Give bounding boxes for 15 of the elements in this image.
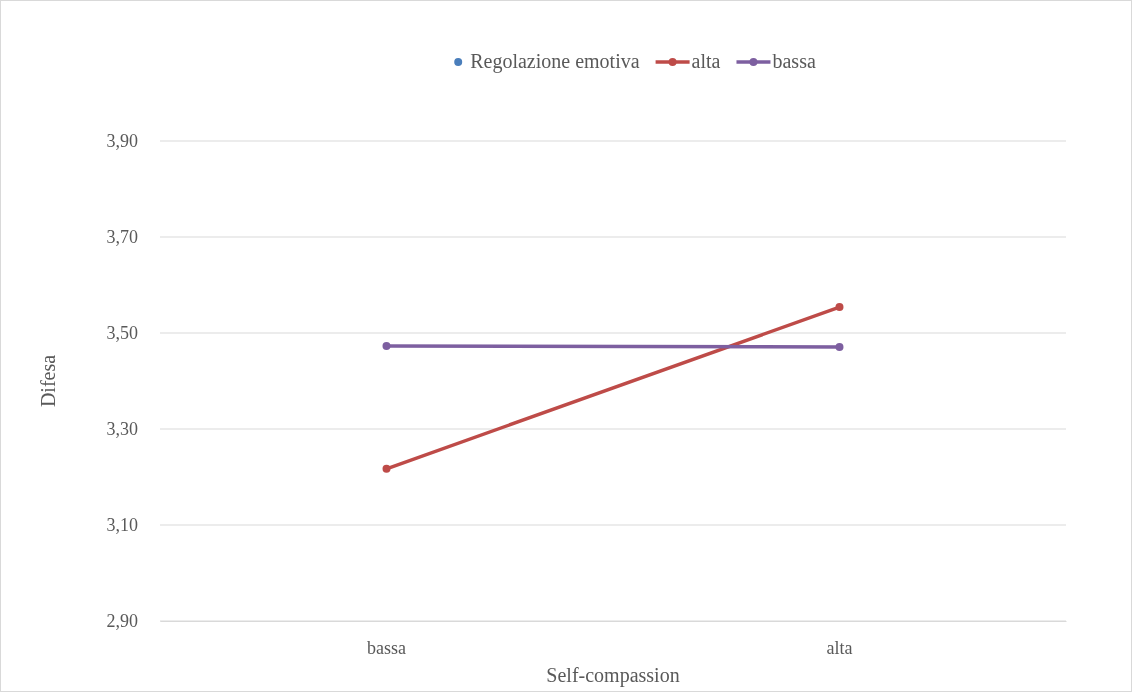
y-tick-label: 3,70 [106,227,138,248]
y-tick-label: 3,30 [106,419,138,440]
legend-label: alta [691,50,721,72]
y-axis-title: Difesa [37,354,59,408]
x-axis-title: Self-compassion [546,664,680,687]
y-tick-label: 3,10 [106,515,138,536]
point [382,341,391,350]
point [835,303,844,312]
legend-label: Regolazione emotiva [470,50,640,73]
legend-label: bassa [772,50,816,72]
y-tick-label: 2,90 [106,611,138,632]
point [382,464,391,473]
y-tick-label: 3,50 [106,323,138,344]
y-tick-label: 3,90 [106,131,138,152]
point [835,342,844,351]
